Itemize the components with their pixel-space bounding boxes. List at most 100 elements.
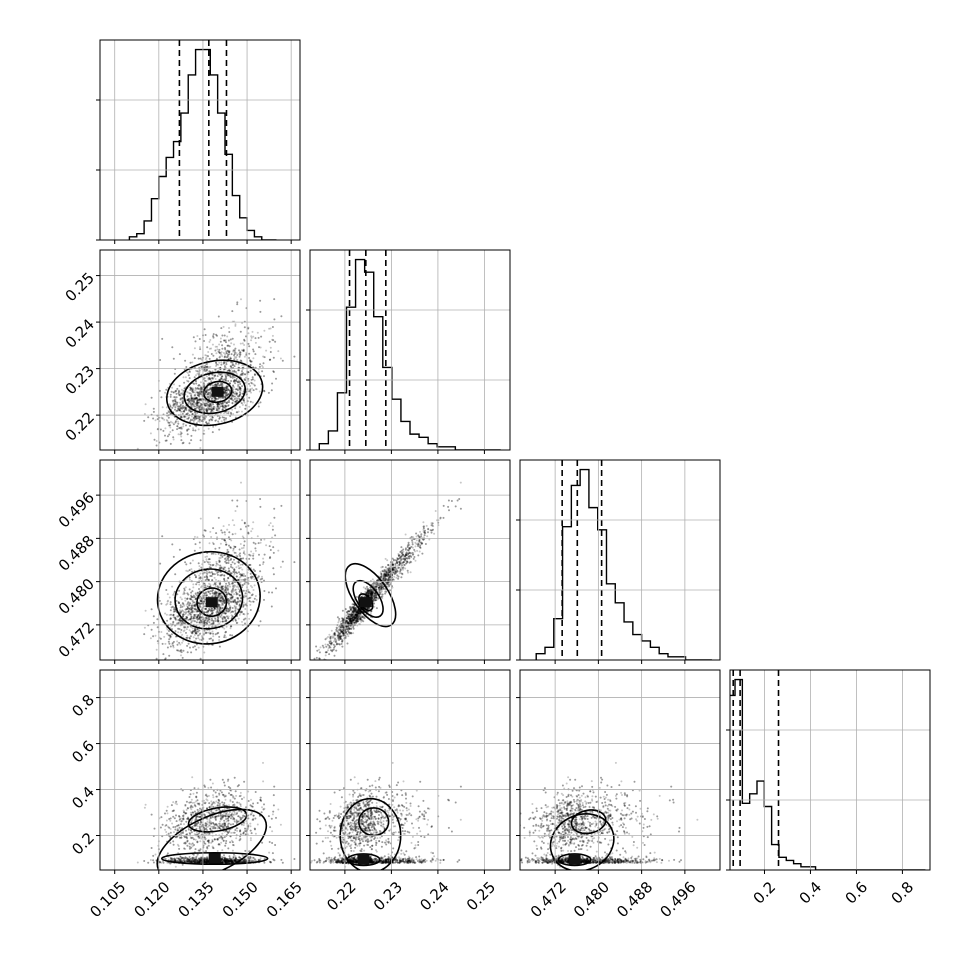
sample-point <box>244 373 247 376</box>
sample-point <box>236 303 239 306</box>
sample-point <box>177 392 180 395</box>
sample-point <box>196 630 199 633</box>
sample-point <box>211 619 214 621</box>
sample-point <box>208 621 211 624</box>
sample-point <box>233 379 236 382</box>
sample-point <box>217 605 220 608</box>
sample-point <box>182 603 185 606</box>
sample-point <box>205 558 208 561</box>
sample-point <box>235 397 238 399</box>
sample-point <box>224 612 227 615</box>
sample-point <box>219 597 222 600</box>
sample-point <box>218 351 221 354</box>
sample-point <box>220 588 223 591</box>
sample-point <box>172 640 175 643</box>
sample-point <box>191 390 194 393</box>
sample-point <box>179 617 181 620</box>
sample-point <box>216 608 219 611</box>
sample-point <box>177 619 180 622</box>
sample-point <box>208 571 211 574</box>
sample-point <box>263 579 265 582</box>
sample-point <box>205 390 208 393</box>
sample-point <box>232 391 235 393</box>
sample-point <box>216 375 219 378</box>
sample-point <box>177 422 180 425</box>
sample-point <box>190 617 193 620</box>
sample-point <box>228 351 231 354</box>
sample-point <box>191 410 194 413</box>
sample-point <box>181 427 184 430</box>
sample-point <box>251 376 254 379</box>
sample-point <box>239 383 242 385</box>
sample-point <box>236 597 239 600</box>
sample-point <box>212 589 215 591</box>
sample-point <box>248 357 251 359</box>
sample-point <box>235 575 238 578</box>
sample-point <box>205 415 208 418</box>
sample-point <box>262 362 265 365</box>
sample-point <box>180 629 183 631</box>
sample-point <box>186 412 189 415</box>
sample-point <box>225 350 228 353</box>
sample-point <box>209 608 212 611</box>
sample-point <box>227 576 230 579</box>
sample-point <box>194 416 197 419</box>
sample-point <box>189 386 192 389</box>
sample-point <box>241 584 244 586</box>
sample-point <box>169 424 172 427</box>
sample-point <box>239 575 242 578</box>
sample-point <box>236 621 239 624</box>
sample-point <box>209 404 212 407</box>
sample-point <box>208 585 211 588</box>
sample-point <box>212 527 215 530</box>
sample-point <box>239 573 242 576</box>
sample-point <box>212 408 215 410</box>
sample-point <box>227 388 230 391</box>
sample-point <box>165 406 168 409</box>
sample-point <box>205 391 208 394</box>
sample-point <box>224 390 226 393</box>
sample-point <box>216 348 219 351</box>
sample-point <box>199 418 202 421</box>
sample-point <box>166 412 169 415</box>
sample-point <box>153 438 156 441</box>
sample-point <box>201 406 203 409</box>
sample-point <box>233 398 236 400</box>
sample-point <box>198 392 201 395</box>
sample-point <box>174 610 177 613</box>
sample-point <box>181 613 184 616</box>
sample-point <box>182 630 185 633</box>
sample-point <box>220 372 223 375</box>
sample-point <box>193 645 196 648</box>
sample-point <box>235 575 238 578</box>
sample-point <box>236 399 239 402</box>
sample-point <box>219 606 222 609</box>
sample-point <box>200 602 202 605</box>
sample-point <box>189 598 192 600</box>
sample-point <box>200 408 203 411</box>
sample-point <box>203 529 206 532</box>
sample-point <box>239 555 242 557</box>
sample-point <box>225 417 227 420</box>
sample-point <box>223 401 225 404</box>
sample-point <box>178 628 181 630</box>
sample-point <box>167 634 170 637</box>
sample-point <box>169 405 172 408</box>
sample-point <box>227 380 230 382</box>
sample-point <box>248 553 251 556</box>
sample-point <box>178 641 181 644</box>
sample-point <box>178 405 181 408</box>
sample-point <box>190 405 193 408</box>
sample-point <box>193 605 196 607</box>
sample-point <box>229 357 232 360</box>
sample-point <box>233 382 236 385</box>
sample-point <box>236 389 239 392</box>
sample-point <box>224 539 226 542</box>
sample-point <box>166 646 169 649</box>
sample-point <box>193 417 195 419</box>
sample-point <box>262 355 265 358</box>
sample-point <box>181 397 184 399</box>
sample-point <box>244 617 247 620</box>
sample-point <box>228 570 231 573</box>
